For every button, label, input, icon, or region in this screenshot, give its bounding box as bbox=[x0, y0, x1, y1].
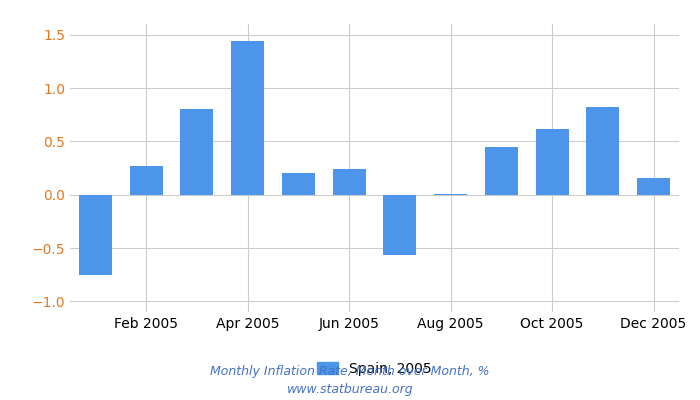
Legend: Spain, 2005: Spain, 2005 bbox=[312, 356, 438, 382]
Text: www.statbureau.org: www.statbureau.org bbox=[287, 384, 413, 396]
Bar bbox=[384, 195, 416, 256]
Bar bbox=[332, 169, 365, 195]
Bar bbox=[79, 195, 112, 275]
Text: Monthly Inflation Rate, Month over Month, %: Monthly Inflation Rate, Month over Month… bbox=[210, 366, 490, 378]
Bar bbox=[282, 173, 315, 195]
Bar bbox=[536, 128, 568, 195]
Bar bbox=[637, 178, 670, 195]
Bar bbox=[434, 194, 467, 195]
Bar bbox=[181, 109, 214, 195]
Bar bbox=[231, 41, 264, 195]
Bar bbox=[130, 166, 162, 195]
Bar bbox=[485, 147, 518, 195]
Bar bbox=[587, 107, 620, 195]
